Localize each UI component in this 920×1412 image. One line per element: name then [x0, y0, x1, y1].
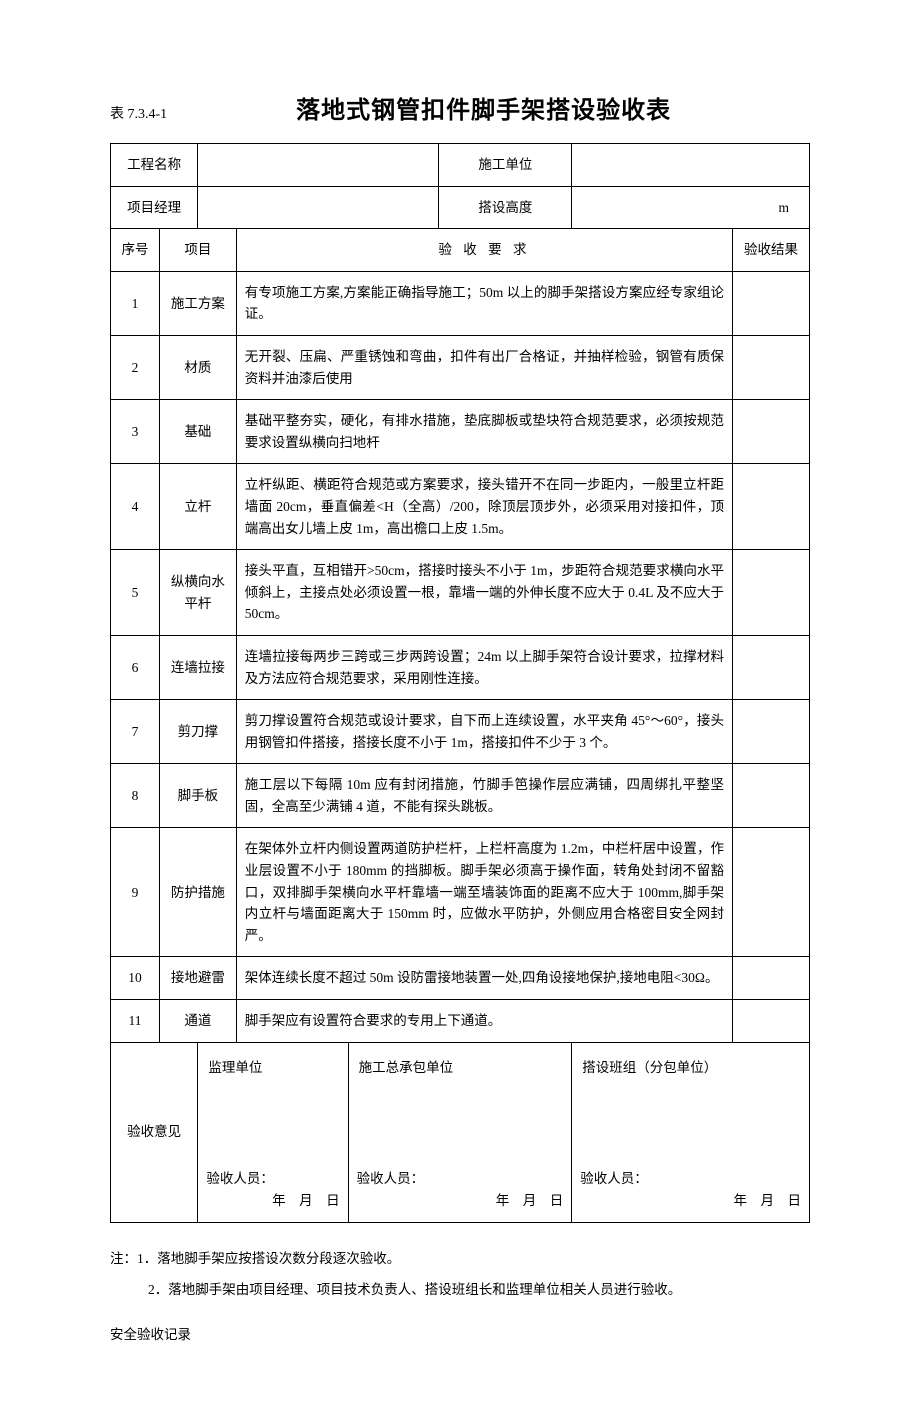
row-item: 施工方案 [159, 271, 236, 335]
row-seq: 8 [111, 764, 160, 828]
row-requirement: 接头平直，互相错开>50cm，搭接时接头不小于 1m，步距符合规范要求横向水平倾… [236, 550, 732, 636]
row-seq: 3 [111, 400, 160, 464]
col-requirement: 验 收 要 求 [236, 229, 732, 272]
table-row: 1 施工方案 有专项施工方案,方案能正确指导施工；50m 以上的脚手架搭设方案应… [111, 271, 810, 335]
table-row: 8 脚手板 施工层以下每隔 10m 应有封闭措施，竹脚手笆操作层应满铺，四周绑扎… [111, 764, 810, 828]
row-seq: 2 [111, 335, 160, 399]
table-row: 6 连墙拉接 连墙拉接每两步三跨或三步两跨设置；24m 以上脚手架符合设计要求，… [111, 635, 810, 699]
general-contractor-label: 施工总承包单位 [357, 1053, 564, 1083]
row-result [733, 464, 810, 550]
table-header-row: 序号 项目 验 收 要 求 验收结果 [111, 229, 810, 272]
row-requirement: 脚手架应有设置符合要求的专用上下通道。 [236, 1000, 732, 1043]
project-manager-value [198, 186, 439, 229]
row-result [733, 335, 810, 399]
table-row: 3 基础 基础平整夯实，硬化，有排水措施，垫底脚板或垫块符合规范要求，必须按规范… [111, 400, 810, 464]
table-row: 2 材质 无开裂、压扁、严重锈蚀和弯曲，扣件有出厂合格证，并抽样检验，钢管有质保… [111, 335, 810, 399]
row-item: 基础 [159, 400, 236, 464]
row-seq: 10 [111, 957, 160, 1000]
table-row: 5 纵横向水平杆 接头平直，互相错开>50cm，搭接时接头不小于 1m，步距符合… [111, 550, 810, 636]
row-requirement: 架体连续长度不超过 50m 设防雷接地装置一处,四角设接地保护,接地电阻<30Ω… [236, 957, 732, 1000]
supervision-unit-label: 监理单位 [206, 1053, 339, 1083]
row-item: 剪刀撑 [159, 700, 236, 764]
row-requirement: 有专项施工方案,方案能正确指导施工；50m 以上的脚手架搭设方案应经专家组论证。 [236, 271, 732, 335]
table-row: 9 防护措施 在架体外立杆内侧设置两道防护栏杆，上栏杆高度为 1.2m，中栏杆居… [111, 828, 810, 957]
project-name-value [198, 144, 439, 187]
row-requirement: 基础平整夯实，硬化，有排水措施，垫底脚板或垫块符合规范要求，必须按规范要求设置纵… [236, 400, 732, 464]
row-item: 通道 [159, 1000, 236, 1043]
construction-unit-value [572, 144, 810, 187]
row-result [733, 635, 810, 699]
record-title: 安全验收记录 [110, 1321, 810, 1348]
erection-height-label: 搭设高度 [439, 186, 572, 229]
row-result [733, 828, 810, 957]
row-result [733, 271, 810, 335]
project-name-label: 工程名称 [111, 144, 198, 187]
col-result: 验收结果 [733, 229, 810, 272]
date-format: 年 月 日 [734, 1190, 802, 1212]
row-seq: 5 [111, 550, 160, 636]
table-row: 11 通道 脚手架应有设置符合要求的专用上下通道。 [111, 1000, 810, 1043]
date-format: 年 月 日 [496, 1190, 564, 1212]
row-item: 连墙拉接 [159, 635, 236, 699]
row-requirement: 连墙拉接每两步三跨或三步两跨设置；24m 以上脚手架符合设计要求，拉撑材料及方法… [236, 635, 732, 699]
note-2: 2．落地脚手架由项目经理、项目技术负责人、搭设班组长和监理单位相关人员进行验收。 [110, 1276, 810, 1303]
row-requirement: 无开裂、压扁、严重锈蚀和弯曲，扣件有出厂合格证，并抽样检验，钢管有质保资料并油漆… [236, 335, 732, 399]
row-seq: 11 [111, 1000, 160, 1043]
row-result [733, 957, 810, 1000]
row-item: 脚手板 [159, 764, 236, 828]
row-seq: 9 [111, 828, 160, 957]
note-1: 注：1．落地脚手架应按搭设次数分段逐次验收。 [110, 1245, 810, 1272]
row-seq: 7 [111, 700, 160, 764]
notes-section: 注：1．落地脚手架应按搭设次数分段逐次验收。 2．落地脚手架由项目经理、项目技术… [110, 1245, 810, 1348]
row-item: 材质 [159, 335, 236, 399]
table-row: 7 剪刀撑 剪刀撑设置符合规范或设计要求，自下而上连续设置，水平夹角 45°～6… [111, 700, 810, 764]
info-row-1: 工程名称 施工单位 [111, 144, 810, 187]
supervision-unit-cell: 监理单位 验收人员： 年 月 日 [198, 1042, 348, 1222]
row-item: 接地避雷 [159, 957, 236, 1000]
row-result [733, 700, 810, 764]
info-row-2: 项目经理 搭设高度 m [111, 186, 810, 229]
erection-team-cell: 搭设班组（分包单位） 验收人员： 年 月 日 [572, 1042, 810, 1222]
inspector-label: 验收人员： [580, 1171, 648, 1186]
row-item: 纵横向水平杆 [159, 550, 236, 636]
row-requirement: 立杆纵距、横距符合规范或方案要求，接头错开不在同一步距内，一般里立杆距墙面 20… [236, 464, 732, 550]
acceptance-opinion-label: 验收意见 [111, 1042, 198, 1222]
table-row: 4 立杆 立杆纵距、横距符合规范或方案要求，接头错开不在同一步距内，一般里立杆距… [111, 464, 810, 550]
row-requirement: 在架体外立杆内侧设置两道防护栏杆，上栏杆高度为 1.2m，中栏杆居中设置，作业层… [236, 828, 732, 957]
date-format: 年 月 日 [272, 1190, 340, 1212]
erection-team-label: 搭设班组（分包单位） [580, 1053, 801, 1083]
table-row: 10 接地避雷 架体连续长度不超过 50m 设防雷接地装置一处,四角设接地保护,… [111, 957, 810, 1000]
inspector-label: 验收人员： [206, 1171, 274, 1186]
row-item: 防护措施 [159, 828, 236, 957]
inspection-table: 工程名称 施工单位 项目经理 搭设高度 m 序号 项目 验 收 要 求 验收结果… [110, 143, 810, 1223]
height-unit: m [778, 200, 789, 215]
col-item: 项目 [159, 229, 236, 272]
table-number: 表 7.3.4-1 [110, 103, 167, 123]
erection-height-value: m [572, 186, 810, 229]
row-requirement: 剪刀撑设置符合规范或设计要求，自下而上连续设置，水平夹角 45°～60°，接头用… [236, 700, 732, 764]
inspector-label: 验收人员： [357, 1171, 425, 1186]
general-contractor-cell: 施工总承包单位 验收人员： 年 月 日 [348, 1042, 572, 1222]
row-result [733, 764, 810, 828]
document-header: 表 7.3.4-1 落地式钢管扣件脚手架搭设验收表 [110, 90, 810, 125]
row-seq: 6 [111, 635, 160, 699]
row-result [733, 1000, 810, 1043]
row-seq: 4 [111, 464, 160, 550]
row-result [733, 400, 810, 464]
acceptance-row: 验收意见 监理单位 验收人员： 年 月 日 施工总承包单位 验收人员： 年 月 … [111, 1042, 810, 1222]
col-seq: 序号 [111, 229, 160, 272]
row-seq: 1 [111, 271, 160, 335]
page-title: 落地式钢管扣件脚手架搭设验收表 [237, 90, 730, 125]
project-manager-label: 项目经理 [111, 186, 198, 229]
row-requirement: 施工层以下每隔 10m 应有封闭措施，竹脚手笆操作层应满铺，四周绑扎平整坚固，全… [236, 764, 732, 828]
row-item: 立杆 [159, 464, 236, 550]
row-result [733, 550, 810, 636]
construction-unit-label: 施工单位 [439, 144, 572, 187]
